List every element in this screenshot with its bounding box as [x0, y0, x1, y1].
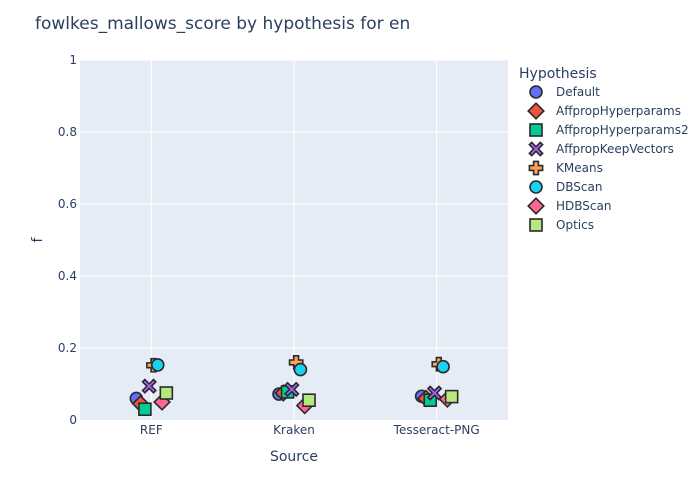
- data-point[interactable]: [150, 358, 165, 372]
- legend-marker[interactable]: [528, 141, 544, 157]
- legend-item[interactable]: Default: [529, 85, 600, 99]
- y-tick-label: 0.2: [58, 341, 77, 355]
- legend-item[interactable]: KMeans: [528, 160, 603, 176]
- x-tick-label: REF: [140, 423, 163, 437]
- legend-marker[interactable]: [529, 123, 543, 137]
- legend-item[interactable]: AffpropHyperparams2: [529, 123, 689, 137]
- y-tick-labels: 0 0.2 0.4 0.6 0.8 1: [58, 53, 77, 427]
- x-tick-labels: REF Kraken Tesseract-PNG: [140, 423, 480, 437]
- data-point[interactable]: [444, 389, 459, 404]
- legend-label: DBScan: [556, 180, 602, 194]
- legend[interactable]: Default AffpropHyperparams AffpropHyperpar…: [527, 85, 689, 232]
- legend-label: Default: [556, 85, 600, 99]
- legend-marker[interactable]: [527, 102, 545, 120]
- legend-marker[interactable]: [529, 85, 543, 99]
- legend-label: Optics: [556, 218, 594, 232]
- legend-label: AffpropHyperparams: [556, 104, 681, 118]
- legend-marker[interactable]: [527, 197, 545, 215]
- legend-marker[interactable]: [528, 160, 544, 176]
- data-point[interactable]: [436, 359, 450, 374]
- legend-label: AffpropHyperparams2: [556, 123, 689, 137]
- data-points[interactable]: [129, 354, 459, 417]
- x-tick-label: Kraken: [273, 423, 315, 437]
- data-point[interactable]: [293, 362, 308, 377]
- legend-label: AffpropKeepVectors: [556, 142, 674, 156]
- y-tick-label: 0.4: [58, 269, 77, 283]
- data-point[interactable]: [302, 393, 316, 408]
- chart-title: fowlkes_mallows_score by hypothesis for …: [35, 14, 410, 34]
- legend-item[interactable]: Optics: [529, 218, 594, 232]
- legend-item[interactable]: AffpropHyperparams: [527, 102, 681, 120]
- legend-item[interactable]: AffpropKeepVectors: [528, 141, 674, 157]
- legend-item[interactable]: DBScan: [529, 180, 602, 194]
- y-axis-title: f: [30, 236, 46, 242]
- data-point[interactable]: [138, 402, 152, 417]
- data-point[interactable]: [159, 386, 174, 400]
- y-tick-label: 0: [69, 413, 77, 427]
- legend-label: KMeans: [556, 161, 603, 175]
- legend-item[interactable]: HDBScan: [527, 197, 611, 215]
- legend-marker[interactable]: [529, 218, 543, 232]
- data-point[interactable]: [141, 378, 157, 394]
- x-tick-label: Tesseract-PNG: [393, 423, 480, 437]
- legend-marker[interactable]: [529, 180, 543, 194]
- legend-label: HDBScan: [556, 199, 611, 213]
- data-point[interactable]: [284, 381, 300, 398]
- x-axis-title: Source: [270, 449, 318, 465]
- y-tick-label: 0.6: [58, 197, 77, 211]
- y-tick-label: 1: [69, 53, 77, 67]
- y-tick-label: 0.8: [58, 125, 77, 139]
- legend-title: Hypothesis: [519, 66, 597, 82]
